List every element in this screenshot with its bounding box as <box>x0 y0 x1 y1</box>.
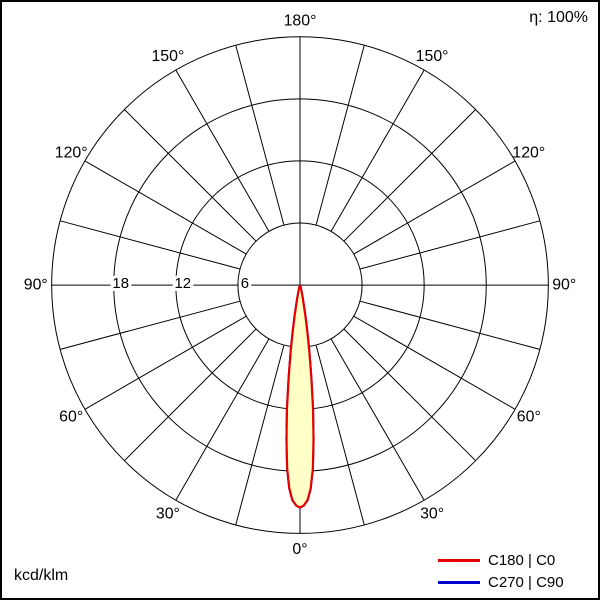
polar-grid-line <box>235 344 285 526</box>
angle-label: 120° <box>512 144 545 161</box>
polar-grid-line <box>330 338 425 501</box>
radial-tick-label: 12 <box>174 276 191 292</box>
polar-grid-line <box>175 69 270 232</box>
polar-grid-line <box>359 220 541 270</box>
polar-grid-line <box>343 328 476 462</box>
polar-grid-line <box>315 344 365 526</box>
radial-tick-label: 6 <box>241 276 249 292</box>
polar-grid-line <box>353 315 516 410</box>
polar-grid-line <box>330 69 425 232</box>
polar-grid-line <box>84 315 247 410</box>
polar-grid-line <box>315 45 365 226</box>
angle-label: 180° <box>284 12 317 29</box>
polar-grid-line <box>235 45 285 226</box>
angle-label: 90° <box>552 277 576 294</box>
polar-grid-line <box>59 300 241 350</box>
angle-label: 60° <box>517 409 541 426</box>
radial-tick-labels: 18 12 6 <box>109 273 252 295</box>
angle-label: 60° <box>59 409 83 426</box>
polar-grid-line <box>59 220 241 270</box>
unit-label: kcd/klm <box>14 567 69 584</box>
legend: C180 | C0 C270 | C90 <box>438 553 564 590</box>
angle-label: 150° <box>151 48 184 65</box>
polar-grid-line <box>359 300 541 350</box>
intensity-curves <box>285 285 315 509</box>
efficiency-label: η: 100% <box>529 9 588 26</box>
angle-label: 0° <box>292 541 307 558</box>
legend-line-red <box>438 559 480 562</box>
legend-label-c90-c270: C270 | C90 <box>488 574 564 591</box>
polar-grid-line <box>84 160 247 255</box>
polar-grid-line <box>124 109 257 242</box>
angle-label: 30° <box>420 505 444 522</box>
legend-item-c90-c270: C270 | C90 <box>438 575 564 590</box>
angle-labels: 180° 150° 150° 120° 120° 90° 90° 60° 60° 30° 30° 0° <box>24 12 576 557</box>
angle-label: 30° <box>156 505 180 522</box>
legend-item-c0-c180: C180 | C0 <box>438 553 564 568</box>
radial-tick-label: 18 <box>112 276 129 292</box>
polar-grid-line <box>353 160 516 255</box>
legend-line-blue <box>438 581 480 584</box>
angle-label: 120° <box>55 144 88 161</box>
angle-label: 90° <box>24 277 48 294</box>
angle-label: 150° <box>416 48 449 65</box>
polar-grid-line <box>175 338 270 501</box>
polar-grid-line <box>124 328 257 462</box>
legend-label-c0-c180: C180 | C0 <box>488 552 556 569</box>
polar-grid-line <box>343 109 476 242</box>
polar-grid <box>51 36 549 534</box>
intensity-curve-c0-c180 <box>285 285 315 509</box>
